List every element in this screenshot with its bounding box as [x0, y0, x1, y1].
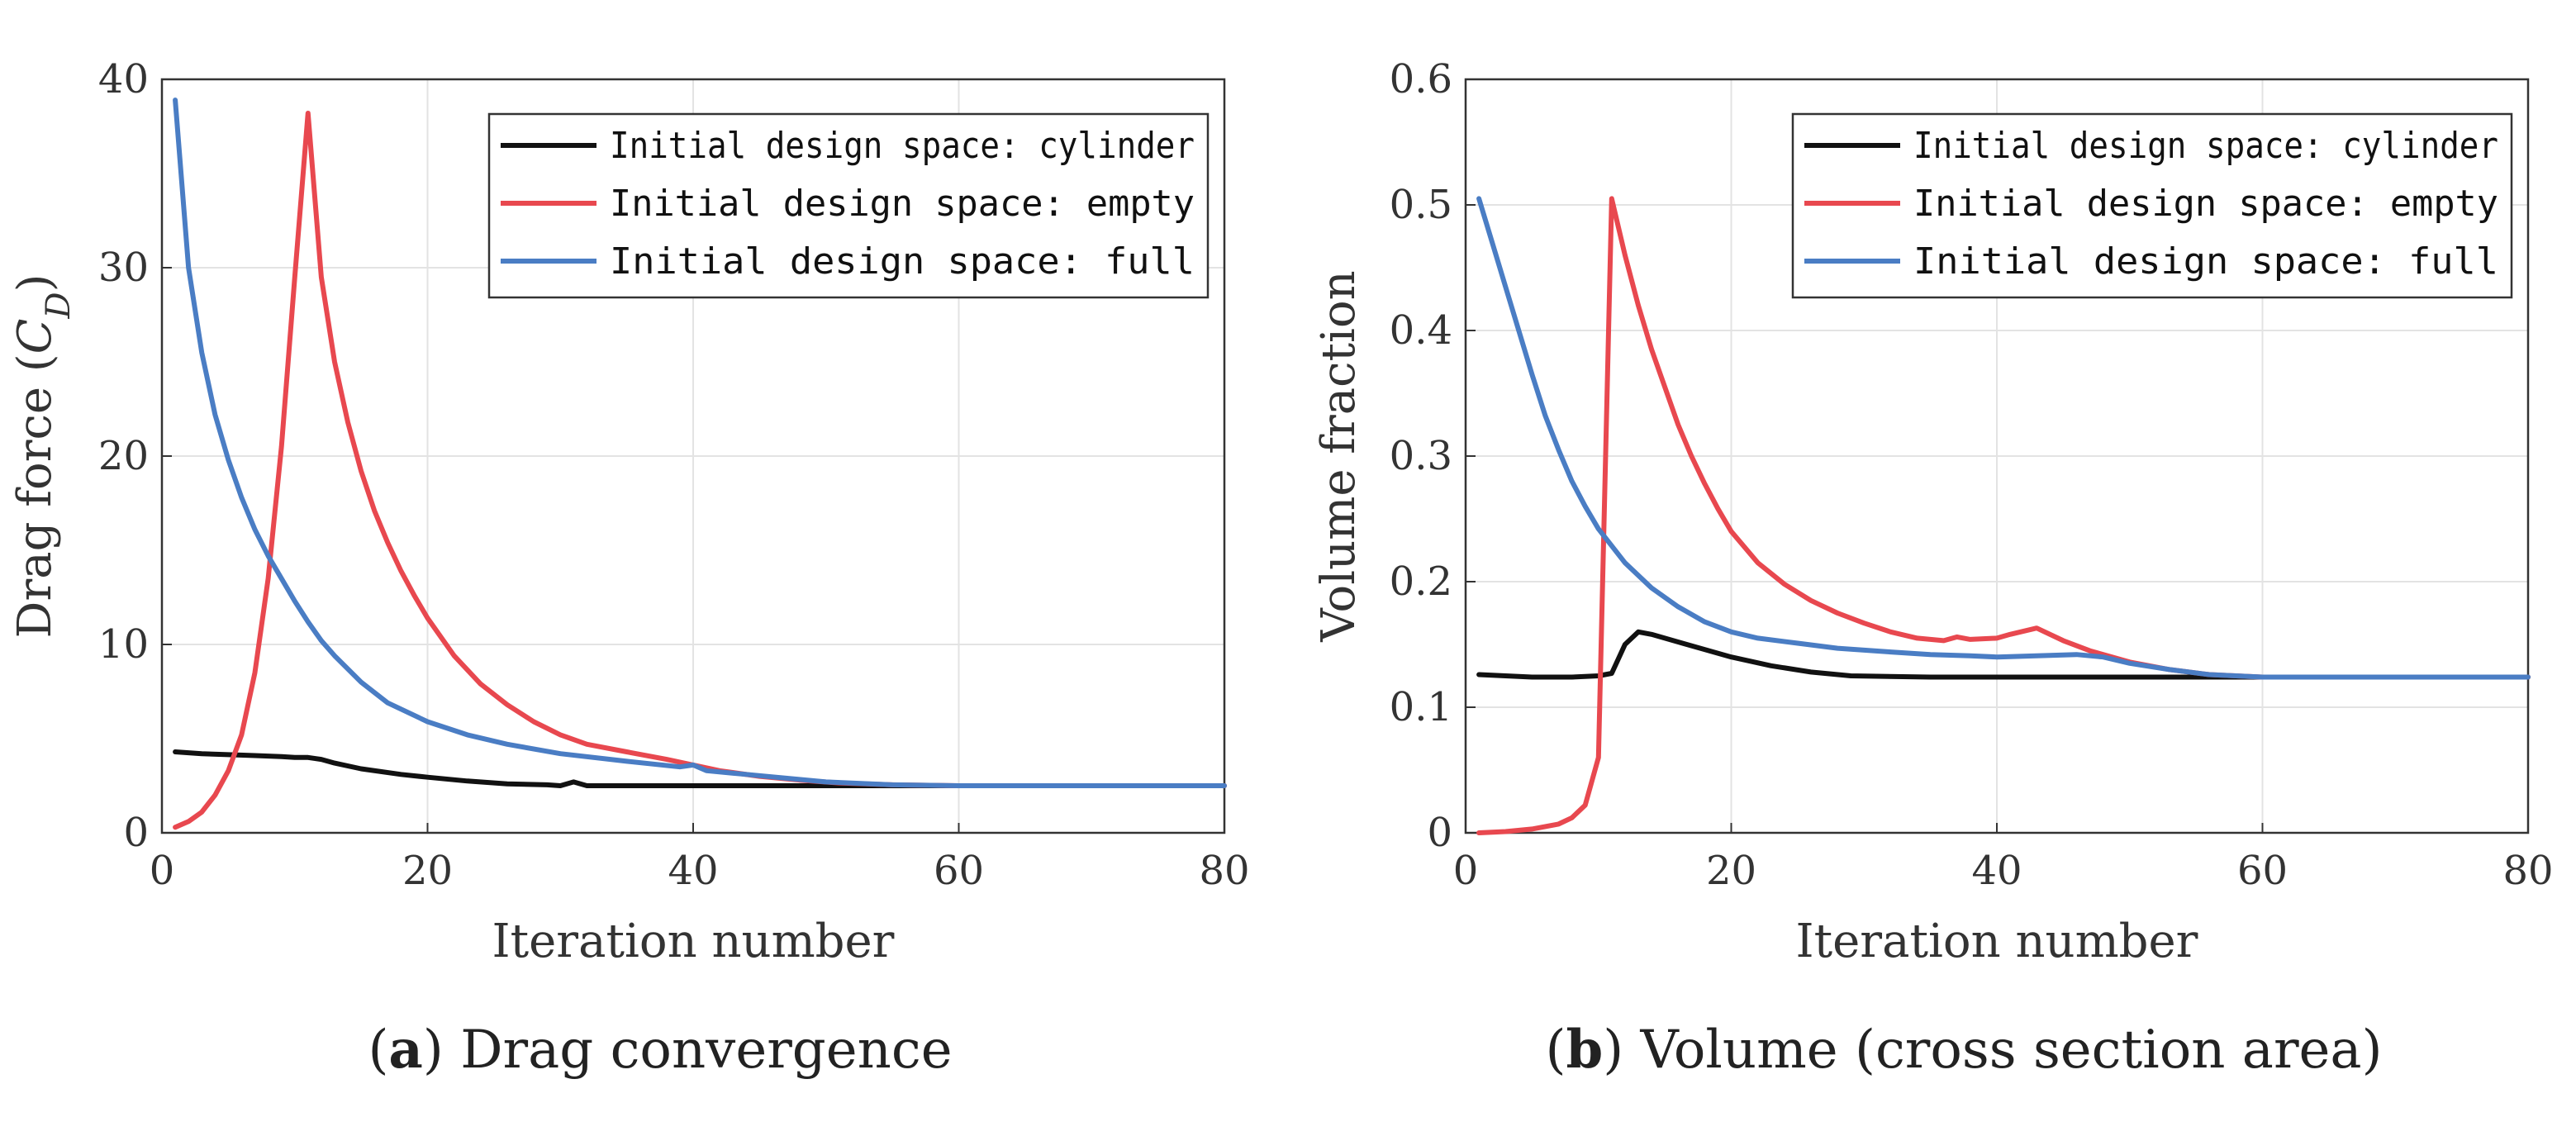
panel-b-caption: (b) Volume (cross section area): [1545, 1019, 2382, 1081]
panel-b-ytick-label-6: 0.6: [1390, 56, 1452, 102]
panel-b-xtick-label-2: 40: [1971, 848, 2022, 894]
panel-b-legend: Initial design space: cylinder Initial de…: [1791, 112, 2513, 299]
panel-a-legend-box: [487, 112, 1210, 299]
panel-b-ytick-label-5: 0.5: [1390, 182, 1452, 228]
panel-a-ytick-label-4: 40: [98, 56, 149, 102]
panel-a-legend-label-2: Initial design space: full: [610, 240, 1195, 283]
panel-b-y-axis-label: Volume fraction: [1312, 270, 1366, 642]
panel-b-series-line-1: [1476, 196, 2531, 835]
panel-a-xtick-label-1: 20: [402, 848, 453, 894]
panel-b-ytick-label-1: 0.1: [1390, 684, 1452, 730]
panel-b-ytick-label-0: 0: [1427, 810, 1452, 856]
panel-b-ytick-label-4: 0.4: [1390, 307, 1452, 354]
panel-a-series: [173, 97, 1227, 830]
panel-b-legend-label-1: Initial design space: empty: [1913, 183, 2498, 225]
panel-b-legend-label-0: Initial design space: cylinder: [1913, 125, 2498, 167]
panel-a-ytick-label-2: 20: [98, 433, 149, 479]
panel-a-legend-label-0: Initial design space: cylinder: [610, 125, 1195, 167]
panel-a-series-line-0: [173, 749, 1227, 788]
panel-a-xtick-label-4: 80: [1199, 848, 1249, 894]
panel-a-xtick-label-0: 0: [150, 848, 175, 894]
panel-b-xtick-label-4: 80: [2502, 848, 2553, 894]
panel-b-volume: 0 20 40 60 80 0 0.1 0.2 0.3 0.4 0.5 0.6 Iteration n…: [1312, 56, 2554, 1081]
panel-b-xtick-label-3: 60: [2237, 848, 2288, 894]
panel-a-ytick-label-0: 0: [123, 810, 149, 856]
panel-b-ytick-label-2: 0.2: [1390, 559, 1452, 605]
panel-b-series-line-0: [1476, 629, 2531, 680]
panel-b-x-axis-label: Iteration number: [1796, 915, 2198, 968]
panel-a-ticks: 0 20 40 60 80 0 10 20 30 40: [98, 56, 1250, 894]
panel-a-xtick-label-2: 40: [668, 848, 718, 894]
panel-b-ytick-label-3: 0.3: [1390, 433, 1452, 479]
panel-b-xtick-label-0: 0: [1453, 848, 1479, 894]
panel-a-x-axis-label: Iteration number: [492, 915, 895, 968]
panel-b-series-line-2: [1476, 196, 2531, 680]
panel-a-drag-convergence: 0 20 40 60 80 0 10 20 30 40 Iteration number Drag…: [8, 56, 1250, 1081]
panel-a-legend-label-1: Initial design space: empty: [610, 183, 1195, 225]
panel-a-legend: Initial design space: cylinder Initial de…: [487, 112, 1210, 299]
panel-a-caption: (a) Drag convergence: [368, 1019, 952, 1081]
panel-a-ytick-label-3: 30: [98, 245, 149, 291]
panel-b-legend-label-2: Initial design space: full: [1913, 240, 2498, 283]
panel-a-ytick-label-1: 10: [98, 621, 149, 668]
panel-a-series-line-2: [173, 97, 1227, 788]
panel-a-y-axis-label: Drag force (CD): [8, 274, 78, 639]
panel-b-ticks: 0 20 40 60 80 0 0.1 0.2 0.3 0.4 0.5 0.6: [1390, 56, 2554, 894]
panel-b-xtick-label-1: 20: [1706, 848, 1756, 894]
panel-b-legend-box: [1791, 112, 2513, 299]
panel-a-xtick-label-3: 60: [934, 848, 984, 894]
panel-b-series: [1476, 196, 2531, 835]
